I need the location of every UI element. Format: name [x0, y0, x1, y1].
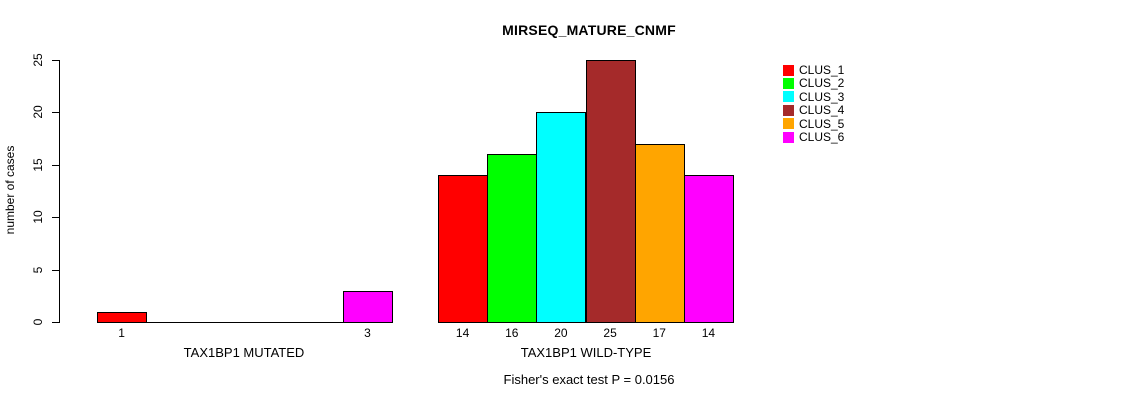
bar-clus_5	[634, 143, 685, 323]
y-tick-label: 25	[31, 52, 45, 67]
bar-clus_6	[342, 290, 393, 323]
bar-value-label: 16	[505, 326, 519, 340]
bar-value-label: 20	[554, 326, 568, 340]
legend-swatch-clus_2	[783, 77, 794, 89]
y-tick	[52, 269, 59, 271]
chart-title: MIRSEQ_MATURE_CNMF	[502, 22, 676, 38]
bar-value-label: 3	[364, 326, 371, 340]
bar-value-label: 25	[603, 326, 617, 340]
bar-value-label: 17	[652, 326, 666, 340]
y-tick-label: 10	[31, 210, 45, 224]
y-tick-label: 20	[31, 105, 45, 119]
bar-clus_1	[97, 311, 148, 323]
bar-value-label: 1	[118, 326, 125, 340]
group-label-mutated: TAX1BP1 MUTATED	[183, 345, 305, 360]
bar-clus_2	[487, 154, 538, 323]
legend-label: CLUS_3	[799, 89, 845, 104]
y-tick-label: 5	[31, 266, 45, 273]
legend-item-clus_1: CLUS_1	[783, 64, 844, 76]
legend-item-clus_4: CLUS_4	[783, 104, 844, 116]
legend-swatch-clus_1	[783, 64, 794, 76]
legend-item-clus_6: CLUS_6	[783, 131, 844, 143]
y-axis-title: number of cases	[3, 145, 17, 235]
legend-label: CLUS_1	[799, 63, 845, 77]
y-tick	[52, 164, 59, 166]
bar-clus_4	[585, 59, 636, 323]
y-tick-label: 0	[31, 318, 45, 326]
legend-swatch-clus_4	[783, 104, 794, 116]
bar-clus_1	[438, 175, 489, 323]
legend-item-clus_2: CLUS_2	[783, 77, 844, 89]
y-tick	[52, 112, 59, 113]
y-axis-line	[59, 59, 60, 323]
legend-item-clus_5: CLUS_5	[783, 118, 844, 130]
bar-clus_6	[683, 175, 734, 323]
legend-swatch-clus_3	[783, 91, 794, 103]
legend-swatch-clus_6	[783, 131, 794, 143]
y-tick-label: 15	[31, 157, 45, 172]
y-tick	[52, 322, 59, 323]
bar-clus_3	[536, 112, 587, 323]
group-baseline	[97, 322, 393, 323]
y-tick	[52, 217, 59, 218]
y-tick	[52, 59, 59, 61]
legend-label: CLUS_6	[799, 130, 845, 144]
legend-label: CLUS_5	[799, 116, 845, 131]
bar-value-label: 14	[455, 326, 470, 340]
fisher-test-footnote: Fisher's exact test P = 0.0156	[503, 372, 675, 387]
legend-label: CLUS_4	[799, 103, 845, 118]
bar-value-label: 14	[701, 326, 716, 340]
group-label-wildtype: TAX1BP1 WILD-TYPE	[520, 345, 652, 360]
legend-item-clus_3: CLUS_3	[783, 91, 844, 103]
legend-label: CLUS_2	[799, 76, 845, 91]
legend-swatch-clus_5	[783, 118, 794, 130]
